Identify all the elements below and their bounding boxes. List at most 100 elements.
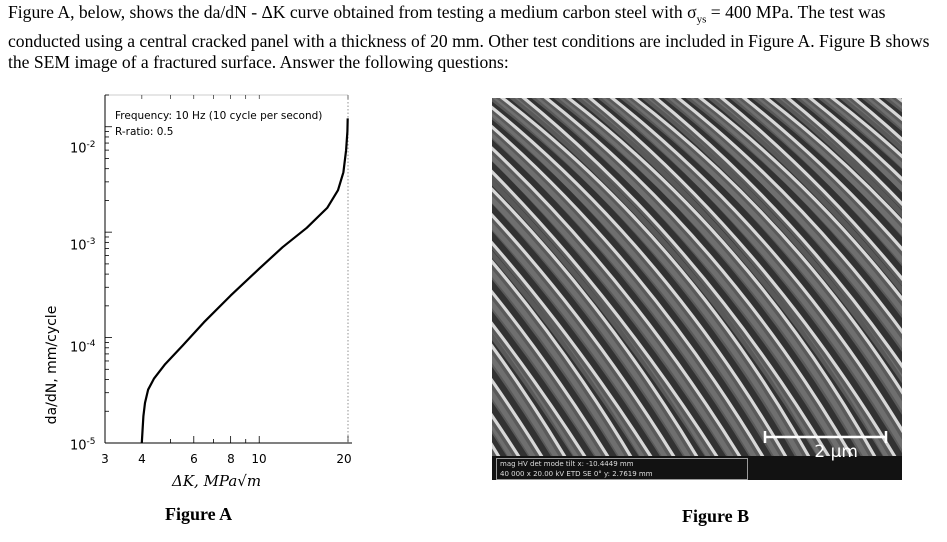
- x-tick-10: 10: [251, 452, 267, 466]
- condition-r-ratio: R-ratio: 0.5: [115, 126, 174, 138]
- striation-shadow: [492, 203, 698, 480]
- striation-mid: [492, 250, 660, 480]
- striation-ridge: [631, 98, 902, 395]
- sem-striations: [492, 98, 902, 480]
- striation-mid: [729, 98, 902, 264]
- striation-ridge: [492, 289, 625, 480]
- scale-bar: [763, 431, 888, 443]
- striation-shadow: [833, 98, 902, 156]
- striation-mid: [531, 98, 860, 480]
- striation-mid: [751, 98, 902, 236]
- x-tick-8: 8: [227, 452, 235, 466]
- figure-a: da/dN, mm/cycle 10-2 10-3 10-4 10-5 3 4 …: [0, 85, 380, 524]
- scale-bar-label: 2 μm: [814, 442, 858, 462]
- striation-mid: [817, 98, 902, 170]
- striation-shadow: [788, 98, 902, 203]
- striation-mid: [492, 354, 573, 480]
- striation-shadow: [656, 98, 902, 365]
- sem-info-headers: mag HV det mode tilt x: -10.4449 mm: [500, 460, 634, 468]
- intro-subscript: ys: [696, 13, 707, 26]
- striation-ridge: [763, 98, 902, 224]
- striation-mid: [663, 98, 902, 349]
- sem-info-values: 40 000 x 20.00 kV ETD SE 0° y: 2.7619 mm: [500, 470, 653, 478]
- y-tick-1e-5: 10-5: [70, 437, 96, 454]
- striation-ridge: [675, 98, 902, 335]
- sem-parameters-box: mag HV det mode tilt x: -10.4449 mm 40 0…: [496, 458, 748, 480]
- y-tick-1e-4: 10-4: [70, 339, 96, 356]
- striation-ridge: [492, 377, 559, 480]
- striation-shadow: [492, 116, 786, 480]
- striation-shadow: [503, 98, 831, 480]
- y-tick-1e-2: 10-2: [70, 140, 96, 157]
- x-axis-label: ΔK, MPa√m: [172, 472, 262, 490]
- striation-ridge: [492, 169, 734, 480]
- y-tick-1e-3: 10-3: [70, 237, 96, 254]
- striation-ridge: [492, 146, 757, 480]
- striation-mid: [492, 222, 683, 480]
- figure-b-caption: Figure B: [682, 506, 750, 526]
- y-axis-label: da/dN, mm/cycle: [44, 305, 60, 425]
- striation-shadow: [492, 311, 610, 480]
- striation-ridge: [492, 105, 801, 480]
- striation-ridge: [492, 187, 713, 480]
- striation-ridge: [587, 98, 902, 472]
- figure-a-caption: Figure A: [165, 504, 233, 524]
- striation-shadow: [492, 231, 676, 480]
- striation-mid: [619, 98, 902, 411]
- striation-mid: [492, 332, 594, 480]
- striation-shadow: [569, 98, 897, 480]
- striation-shadow: [492, 279, 632, 480]
- striation-ridge: [785, 98, 902, 207]
- striation-mid: [773, 98, 902, 218]
- sem-info-bar: mag HV det mode tilt x: -10.4449 mm 40 0…: [492, 456, 902, 480]
- striation-mid: [492, 299, 617, 480]
- da-dn-chart: [104, 94, 352, 444]
- striation-mid: [492, 196, 705, 480]
- striation-mid: [575, 98, 902, 480]
- striation-mid: [492, 269, 639, 480]
- striation-shadow: [767, 98, 902, 221]
- striation-ridge: [609, 98, 902, 434]
- da-dn-curve: [140, 118, 349, 444]
- striation-mid: [492, 389, 551, 480]
- striation-ridge: [851, 98, 902, 142]
- striation-shadow: [524, 98, 852, 480]
- striation-ridge: [492, 321, 602, 480]
- striation-ridge: [565, 98, 890, 480]
- striation-shadow: [492, 249, 654, 480]
- striation-shadow: [678, 98, 902, 330]
- striation-ridge: [829, 98, 902, 159]
- striation-mid: [492, 154, 749, 480]
- striation-ridge: [719, 98, 902, 282]
- striation-shadow: [722, 98, 902, 278]
- striation-shadow: [744, 98, 902, 248]
- striation-mid: [492, 98, 816, 480]
- striation-ridge: [807, 98, 902, 182]
- striation-ridge: [697, 98, 902, 302]
- striation-mid: [492, 132, 771, 480]
- figure-b-sem-image: mag HV det mode tilt x: -10.4449 mm 40 0…: [492, 98, 902, 480]
- striation-shadow: [590, 98, 902, 467]
- striation-mid: [553, 98, 882, 480]
- striation-ridge: [492, 259, 647, 480]
- striation-ridge: [653, 98, 902, 369]
- striation-ridge: [492, 212, 691, 480]
- striation-ridge: [492, 124, 779, 480]
- striation-shadow: [492, 332, 588, 480]
- striation-ridge: [492, 240, 668, 480]
- striation-shadow: [492, 366, 566, 480]
- intro-text-2: = 400 MPa. The test was conducted using …: [8, 2, 930, 72]
- x-tick-6: 6: [190, 452, 198, 466]
- striation-mid: [795, 98, 902, 193]
- striation-ridge: [492, 343, 581, 480]
- striation-shadow: [492, 401, 544, 480]
- striation-mid: [685, 98, 902, 315]
- striation-shadow: [492, 137, 764, 480]
- striation-shadow: [701, 98, 902, 298]
- condition-frequency: Frequency: 10 Hz (10 cycle per second): [115, 110, 323, 122]
- striation-mid: [707, 98, 902, 295]
- striation-mid: [839, 98, 902, 153]
- striation-shadow: [492, 178, 720, 480]
- striation-shadow: [492, 160, 742, 480]
- striation-ridge: [499, 98, 824, 480]
